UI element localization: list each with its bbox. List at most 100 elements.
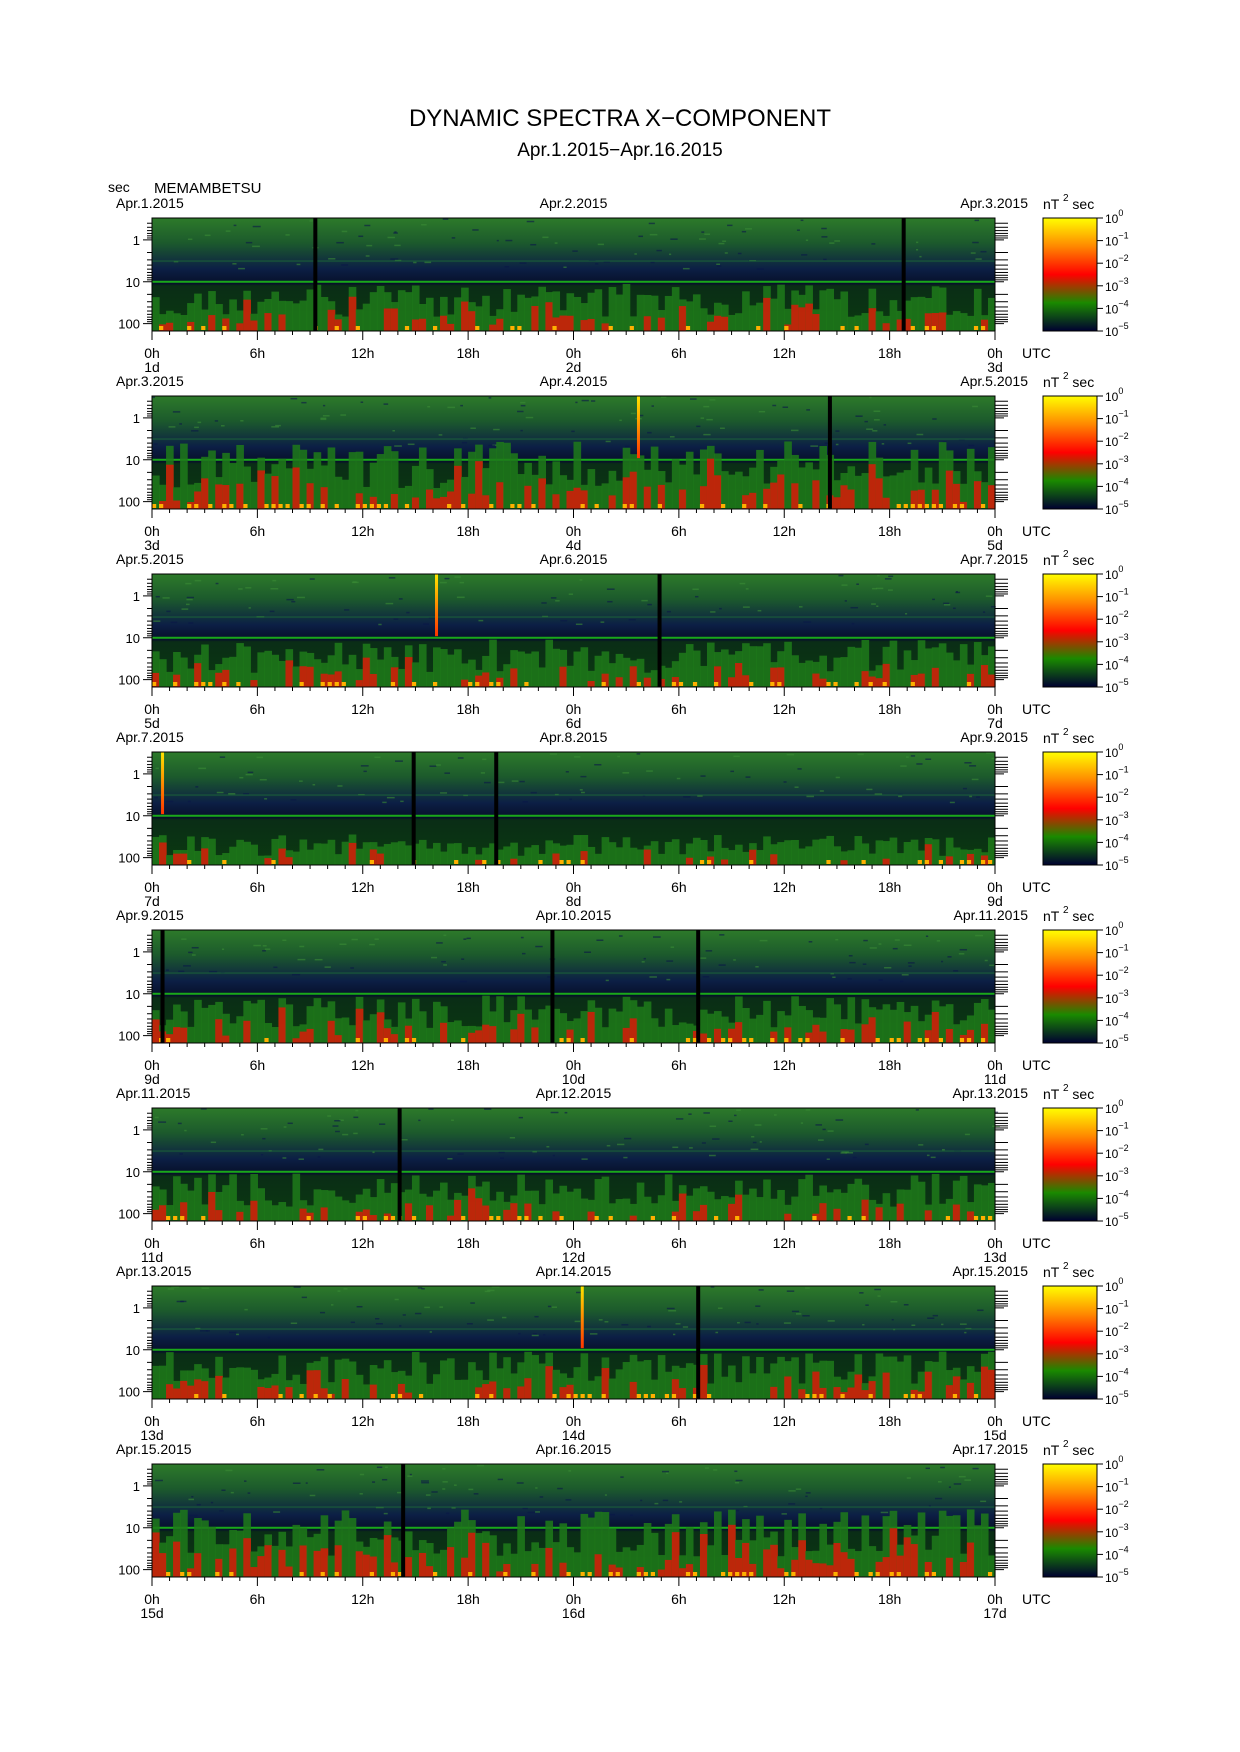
spectrogram-texture-cell [439, 1306, 444, 1308]
spectral-power-column [924, 648, 933, 687]
spectral-power-column [187, 836, 195, 865]
spectral-power-column [194, 999, 202, 1043]
spectral-power-column [440, 296, 448, 331]
spectrogram-texture-cell [636, 753, 641, 755]
spectrogram-texture-cell [194, 426, 199, 429]
spectral-power-column [833, 846, 842, 865]
spectral-power-column [425, 469, 434, 509]
spectrogram-texture-cell [299, 945, 305, 948]
x-tick-label: 18h [456, 345, 479, 361]
x-tick-label: 12h [773, 1235, 796, 1251]
spectral-power-hotspot [180, 1572, 185, 1576]
spectrogram-texture-cell [805, 1495, 808, 1498]
spectral-power-column [791, 655, 799, 687]
spectral-power-column [889, 837, 898, 865]
spectral-power-column [285, 1004, 294, 1043]
spectrogram-texture-cell [736, 1109, 741, 1111]
spectral-power-peak [812, 1563, 820, 1577]
spectral-power-column [166, 1205, 174, 1221]
spectral-power-column [854, 315, 863, 331]
spectral-power-column [341, 1200, 350, 1221]
noise-line [152, 1170, 995, 1173]
spectral-power-peak [447, 323, 455, 331]
spectral-power-hotspot [229, 504, 234, 508]
spectrogram-texture-cell [395, 760, 403, 762]
spectral-power-column [805, 846, 813, 865]
spectral-power-column [159, 659, 167, 687]
spectral-power-hotspot [559, 1038, 564, 1042]
spectrogram-texture-cell [262, 950, 266, 952]
spectrogram-texture-cell [943, 604, 951, 606]
spectrogram-texture-cell [689, 1147, 693, 1149]
spectrogram-texture-cell [162, 597, 170, 599]
spectral-power-column [236, 1200, 244, 1221]
spectral-power-column [341, 316, 350, 331]
spectrogram-texture-cell [402, 1314, 406, 1316]
spectral-power-column [833, 1004, 842, 1043]
spectral-power-column [524, 1551, 532, 1577]
spectrogram-texture-cell [535, 1511, 540, 1513]
spectrogram-texture-cell [900, 980, 904, 983]
spectral-power-column [671, 287, 680, 331]
spectral-power-peak [517, 1386, 525, 1399]
spectral-power-column [229, 1023, 237, 1043]
spectral-power-column [678, 1555, 687, 1577]
spectral-power-column [313, 284, 322, 331]
spectral-power-hotspot [643, 1572, 648, 1576]
spectral-power-column [166, 1536, 174, 1577]
spectral-power-peak [910, 490, 919, 509]
spectral-power-column [159, 314, 167, 331]
spectral-power-hotspot [917, 1038, 922, 1042]
spectral-power-peak [657, 317, 666, 331]
spectral-power-peak [861, 1024, 870, 1043]
colorbar-tick-label: 10−2 [1105, 965, 1129, 983]
spectral-power-hotspot [299, 1572, 304, 1576]
spectral-power-hotspot [685, 1572, 691, 1576]
spectral-power-column [355, 1374, 364, 1399]
y-tick-label: 100 [118, 1207, 140, 1222]
spectral-power-peak [714, 666, 722, 687]
spectrogram-texture-cell [155, 595, 160, 598]
spectrogram-texture-cell [322, 415, 330, 417]
spectrogram-texture-cell [827, 1130, 834, 1132]
spectral-power-hotspot [306, 504, 311, 508]
spectral-power-peak [608, 1564, 617, 1577]
x-tick-label: 12h [351, 1413, 374, 1429]
spectral-power-hotspot [496, 682, 501, 686]
spectral-power-column [320, 1190, 329, 1221]
x-tick-label: 12h [351, 523, 374, 539]
spectrogram-texture-cell [927, 1317, 935, 1319]
utc-label: UTC [1022, 1413, 1051, 1429]
spectrogram-texture-cell [491, 1286, 500, 1288]
spectrogram-texture-cell [424, 1306, 430, 1309]
spectral-power-hotspot [222, 326, 227, 330]
spectral-power-column [931, 1361, 940, 1399]
spectral-power-column [313, 659, 322, 687]
spectral-power-column [721, 471, 729, 509]
spectrogram-texture-cell [399, 1325, 402, 1327]
spectrogram-texture-cell [418, 1119, 421, 1122]
spectrogram-texture-cell [382, 801, 387, 804]
spectral-power-hotspot [334, 326, 339, 330]
spectrogram-texture-cell [964, 1133, 970, 1136]
spectrogram-texture-cell [589, 1333, 598, 1335]
spectra-panel: Apr.11.2015 Apr.12.2015 Apr.13.20151101000… [116, 1083, 1129, 1265]
colorbar-tick-label: 10−5 [1105, 677, 1129, 695]
spectral-power-hotspot [433, 1572, 438, 1576]
spectrogram-texture-cell [688, 1113, 692, 1115]
spectral-power-peak [784, 1376, 792, 1399]
spectral-power-peak [433, 498, 441, 509]
spectrogram-texture-cell [216, 791, 224, 794]
spectral-power-column [166, 1352, 174, 1399]
spectral-power-column [573, 835, 582, 865]
colorbar-unit-label: nT 2 sec [1043, 727, 1094, 746]
panel-date-right: Apr.13.2015 [952, 1085, 1028, 1101]
spectrogram-texture-cell [219, 1510, 224, 1512]
spectral-power-column [418, 1193, 427, 1221]
spectral-power-column [910, 839, 919, 865]
panel-date-left: Apr.9.2015 [116, 907, 184, 923]
spectrogram-texture-cell [521, 952, 526, 955]
spectral-power-peak [833, 1543, 842, 1577]
y-tick-label: 1 [133, 1123, 140, 1138]
